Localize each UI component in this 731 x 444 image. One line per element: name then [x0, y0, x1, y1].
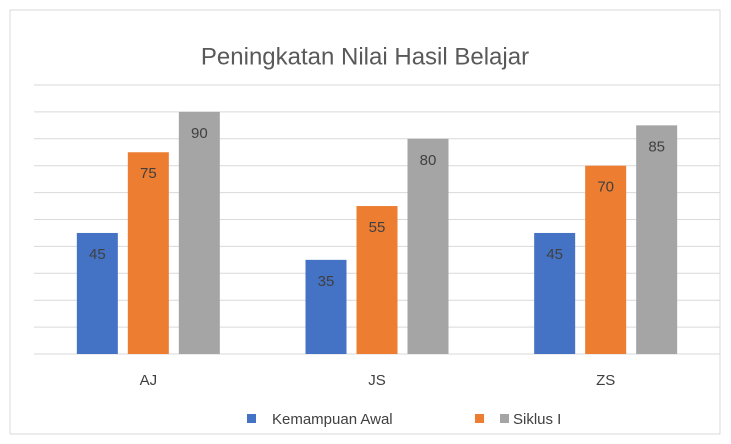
bar — [305, 259, 347, 354]
legend-label: Siklus I — [513, 411, 561, 428]
data-label: 35 — [318, 273, 335, 290]
legend-label: Kemampuan Awal — [272, 411, 393, 428]
data-label: 75 — [140, 165, 157, 182]
bar — [636, 125, 678, 354]
bar — [178, 111, 220, 355]
bar — [585, 165, 627, 354]
chart-title: Peningkatan Nilai Hasil Belajar — [201, 43, 529, 70]
data-label: 80 — [420, 152, 437, 169]
legend-swatch — [500, 414, 509, 423]
bar — [127, 152, 169, 354]
legend-swatch — [475, 414, 484, 423]
x-tick-label: JS — [368, 372, 386, 389]
bar — [356, 206, 398, 354]
data-label: 45 — [89, 246, 106, 263]
data-label: 85 — [648, 138, 665, 155]
legend-swatch — [247, 414, 256, 423]
bar — [534, 232, 576, 354]
data-label: 70 — [597, 179, 614, 196]
x-tick-label: ZS — [596, 372, 615, 389]
bar — [76, 232, 118, 354]
data-label: 45 — [546, 246, 563, 263]
x-tick-label: AJ — [140, 372, 158, 389]
bar — [407, 138, 449, 354]
data-label: 55 — [369, 219, 386, 236]
data-label: 90 — [191, 125, 208, 142]
